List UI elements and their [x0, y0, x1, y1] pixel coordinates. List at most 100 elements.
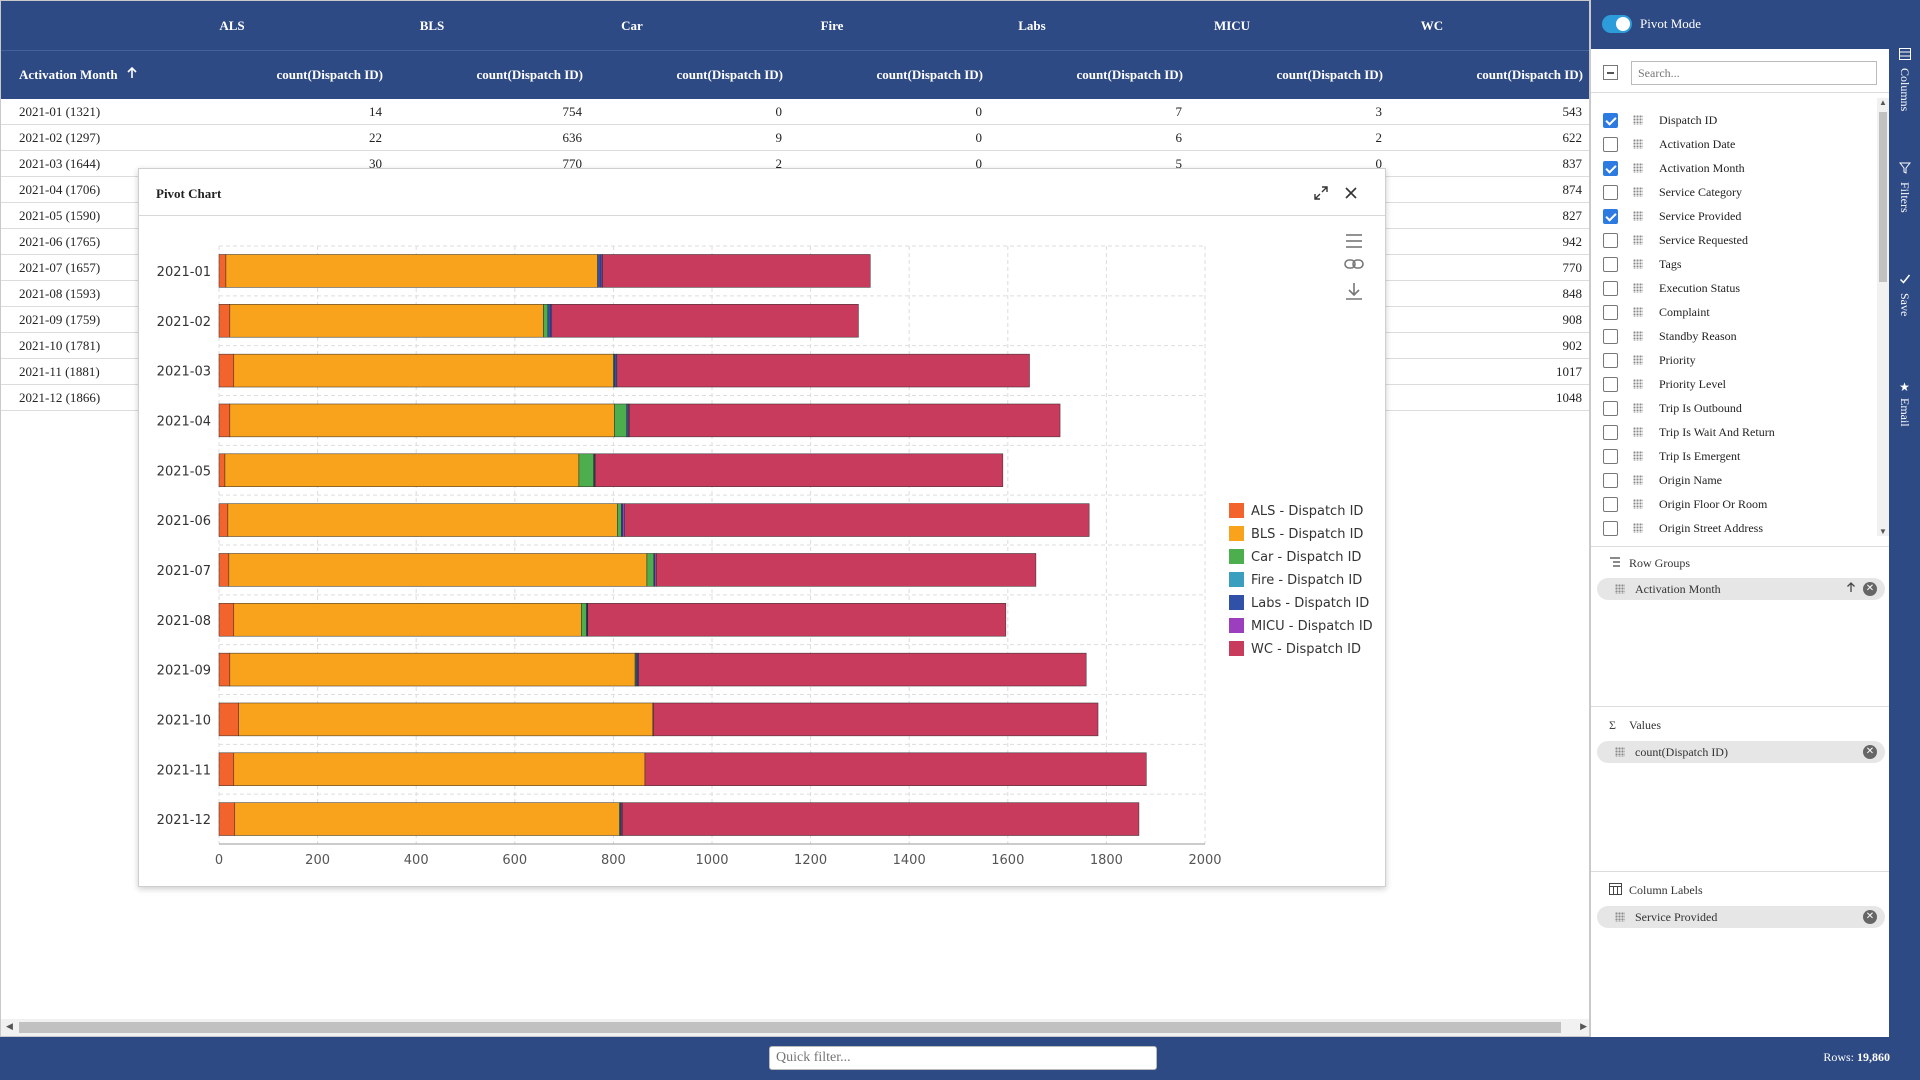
column-list-item[interactable]: Activation Month — [1591, 156, 1877, 180]
value-column-header[interactable]: count(Dispatch ID) — [876, 67, 983, 82]
value-column-header[interactable]: count(Dispatch ID) — [1076, 67, 1183, 82]
column-checkbox[interactable] — [1603, 233, 1618, 248]
column-group-header[interactable]: WC — [1420, 17, 1444, 33]
scroll-up-icon[interactable]: ▲ — [1879, 98, 1887, 107]
column-checkbox[interactable] — [1603, 497, 1618, 512]
drag-handle-icon[interactable] — [1633, 139, 1643, 149]
quick-filter-input[interactable] — [769, 1046, 1157, 1070]
column-checkbox[interactable] — [1603, 425, 1618, 440]
drag-handle-icon[interactable] — [1633, 187, 1643, 197]
column-label-pill[interactable]: Service Provided ✕ — [1597, 906, 1885, 928]
column-list-item[interactable]: Activation Date — [1591, 132, 1877, 156]
column-checkbox[interactable] — [1603, 449, 1618, 464]
table-row[interactable]: 2021-01 (1321) 14 754 0 0 7 3 543 — [1, 99, 1589, 125]
value-column-header[interactable]: count(Dispatch ID) — [676, 67, 783, 82]
drag-handle-icon[interactable] — [1633, 331, 1643, 341]
close-icon[interactable] — [1339, 181, 1363, 205]
link-icon[interactable] — [1344, 259, 1364, 269]
column-checkbox[interactable] — [1603, 281, 1618, 296]
drag-handle-icon[interactable] — [1633, 235, 1643, 245]
drag-handle-icon[interactable] — [1633, 499, 1643, 509]
drag-handle-icon[interactable] — [1633, 307, 1643, 317]
column-list-item[interactable]: Dispatch ID — [1591, 108, 1877, 132]
column-list-item[interactable]: Trip Is Emergent — [1591, 444, 1877, 468]
drag-handle-icon[interactable] — [1615, 747, 1625, 757]
column-checkbox[interactable] — [1603, 377, 1618, 392]
column-checkbox[interactable] — [1603, 401, 1618, 416]
column-checkbox[interactable] — [1603, 137, 1618, 152]
drag-handle-icon[interactable] — [1633, 115, 1643, 125]
row-group-pill[interactable]: Activation Month ✕ — [1597, 578, 1885, 600]
column-list-item[interactable]: Standby Reason — [1591, 324, 1877, 348]
column-list-item[interactable]: Trip Is Outbound — [1591, 396, 1877, 420]
tab-email[interactable]: ★ Email — [1889, 380, 1920, 427]
column-checkbox[interactable] — [1603, 209, 1618, 224]
column-group-header[interactable]: Car — [621, 17, 643, 33]
column-checkbox[interactable] — [1603, 329, 1618, 344]
value-column-header[interactable]: count(Dispatch ID) — [1476, 67, 1583, 82]
column-list-item[interactable]: Priority Level — [1591, 372, 1877, 396]
header-activation-month[interactable]: Activation Month — [19, 51, 199, 99]
column-checkbox[interactable] — [1603, 473, 1618, 488]
menu-icon[interactable] — [1346, 234, 1362, 248]
horizontal-scrollbar-thumb[interactable] — [19, 1022, 1561, 1033]
column-list-item[interactable]: Service Requested — [1591, 228, 1877, 252]
value-column-header[interactable]: count(Dispatch ID) — [276, 67, 383, 82]
column-list-item[interactable]: Service Category — [1591, 180, 1877, 204]
horizontal-scrollbar[interactable]: ◀ ▶ — [1, 1019, 1589, 1036]
column-list-item[interactable]: Complaint — [1591, 300, 1877, 324]
column-search-input[interactable] — [1631, 61, 1877, 85]
drag-handle-icon[interactable] — [1615, 584, 1625, 594]
column-list-item[interactable]: Service Provided — [1591, 204, 1877, 228]
drag-handle-icon[interactable] — [1633, 475, 1643, 485]
column-list-item[interactable]: Trip Is Wait And Return — [1591, 420, 1877, 444]
column-list-scrollbar-thumb[interactable] — [1879, 112, 1887, 282]
column-list-item[interactable]: Priority — [1591, 348, 1877, 372]
drag-handle-icon[interactable] — [1633, 211, 1643, 221]
column-group-header[interactable]: ALS — [219, 17, 245, 33]
drag-handle-icon[interactable] — [1633, 355, 1643, 365]
tab-filters[interactable]: Filters — [1889, 162, 1920, 213]
drag-handle-icon[interactable] — [1633, 523, 1643, 533]
scroll-down-icon[interactable]: ▼ — [1879, 527, 1887, 536]
value-column-header[interactable]: count(Dispatch ID) — [476, 67, 583, 82]
scroll-left-icon[interactable]: ◀ — [6, 1021, 13, 1031]
column-group-header[interactable]: Fire — [820, 17, 844, 33]
column-group-header[interactable]: Labs — [1018, 17, 1046, 33]
scroll-right-icon[interactable]: ▶ — [1580, 1021, 1587, 1031]
remove-icon[interactable]: ✕ — [1863, 582, 1877, 596]
remove-icon[interactable]: ✕ — [1863, 745, 1877, 759]
tab-save[interactable]: Save — [1889, 273, 1920, 316]
drag-handle-icon[interactable] — [1633, 259, 1643, 269]
drag-handle-icon[interactable] — [1615, 912, 1625, 922]
sort-asc-icon[interactable] — [1845, 581, 1857, 597]
drag-handle-icon[interactable] — [1633, 427, 1643, 437]
value-pill[interactable]: count(Dispatch ID) ✕ — [1597, 741, 1885, 763]
column-checkbox[interactable] — [1603, 113, 1618, 128]
drag-handle-icon[interactable] — [1633, 451, 1643, 461]
drag-handle-icon[interactable] — [1633, 163, 1643, 173]
column-group-header[interactable]: MICU — [1213, 17, 1251, 33]
column-checkbox[interactable] — [1603, 353, 1618, 368]
column-list-item[interactable]: Origin Street Address — [1591, 516, 1877, 536]
select-all-checkbox[interactable] — [1603, 65, 1618, 80]
column-list-item[interactable]: Origin Name — [1591, 468, 1877, 492]
column-checkbox[interactable] — [1603, 521, 1618, 536]
drag-handle-icon[interactable] — [1633, 283, 1643, 293]
tab-columns[interactable]: Columns — [1889, 48, 1920, 111]
value-column-header[interactable]: count(Dispatch ID) — [1276, 67, 1383, 82]
column-checkbox[interactable] — [1603, 305, 1618, 320]
pivot-mode-toggle[interactable] — [1602, 15, 1632, 33]
column-list-item[interactable]: Origin Floor Or Room — [1591, 492, 1877, 516]
column-checkbox[interactable] — [1603, 161, 1618, 176]
download-icon[interactable] — [1346, 283, 1362, 300]
table-row[interactable]: 2021-02 (1297) 22 636 9 0 6 2 622 — [1, 125, 1589, 151]
column-checkbox[interactable] — [1603, 257, 1618, 272]
column-list-scrollbar[interactable]: ▲ ▼ — [1877, 98, 1889, 536]
drag-handle-icon[interactable] — [1633, 403, 1643, 413]
column-checkbox[interactable] — [1603, 185, 1618, 200]
column-list-item[interactable]: Execution Status — [1591, 276, 1877, 300]
expand-icon[interactable] — [1309, 181, 1333, 205]
drag-handle-icon[interactable] — [1633, 379, 1643, 389]
column-group-header[interactable]: BLS — [419, 17, 445, 33]
